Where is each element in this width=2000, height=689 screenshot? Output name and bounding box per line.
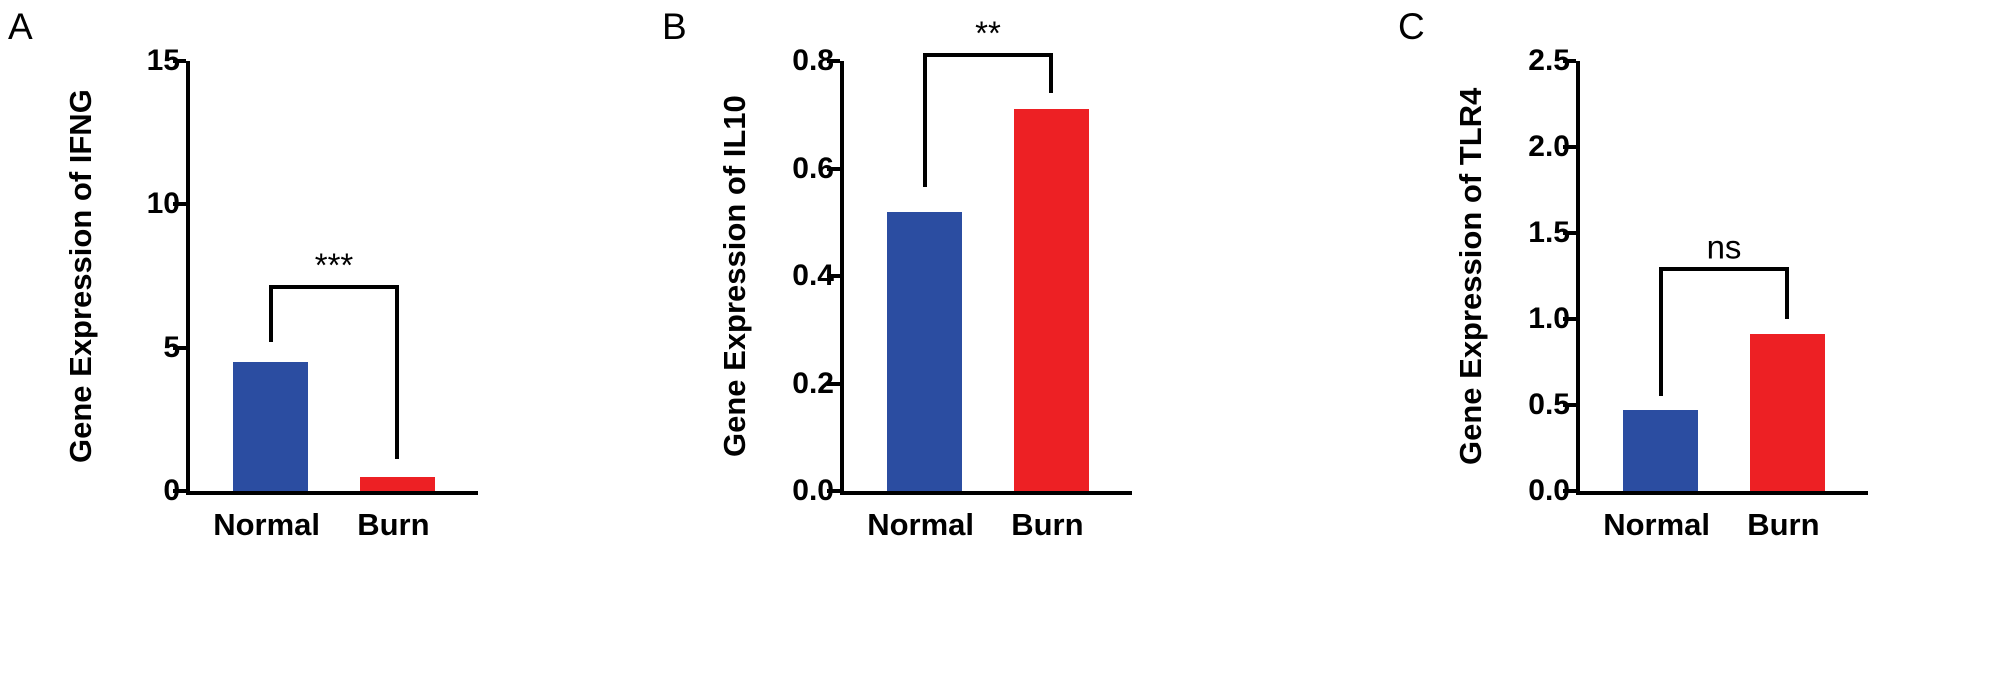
- bar-burn: [1749, 334, 1825, 491]
- x-category-label-burn: Burn: [1747, 507, 1820, 542]
- y-tick-mark: [1563, 59, 1576, 63]
- panel-c-x-axis-labels: Normal Burn: [1576, 499, 1864, 555]
- y-tick-label: 5: [163, 330, 180, 364]
- y-tick-mark: [827, 274, 840, 278]
- panel-a-y-axis-title: Gene Expression of IFNG: [63, 89, 98, 463]
- panel-b-y-axis-title: Gene Expression of IL10: [717, 95, 752, 457]
- panel-c-y-axis-title: Gene Expression of TLR4: [1453, 87, 1488, 465]
- panel-a-y-axis-ticks: 0 5 10 15: [108, 46, 180, 506]
- significance-bracket-right-leg: [1049, 52, 1054, 94]
- y-tick-mark: [1563, 317, 1576, 321]
- x-category-label-normal: Normal: [1603, 507, 1711, 542]
- significance-bracket-bar: [922, 52, 1054, 57]
- panel-c: C Gene Expression of TLR4 0.0 0.5 1.0 1.5 2.…: [1398, 6, 1998, 686]
- y-tick-mark: [173, 345, 186, 350]
- significance-bracket-right-leg: [1785, 267, 1790, 319]
- panel-b-plot-area: **: [827, 16, 1132, 495]
- bar-burn: [359, 476, 435, 491]
- y-tick-label: 0: [163, 474, 180, 507]
- y-tick-mark: [827, 381, 840, 386]
- panel-a-x-axis-labels: Normal Burn: [186, 499, 474, 555]
- significance-bracket-left-leg: [1658, 267, 1663, 397]
- panel-b-letter: B: [662, 6, 687, 47]
- significance-bracket-left-leg: [268, 284, 273, 342]
- significance-label: **: [975, 14, 1001, 52]
- bar-normal: [1623, 410, 1699, 491]
- bar-normal: [233, 362, 309, 491]
- x-category-label-burn: Burn: [1011, 507, 1084, 542]
- y-tick-mark: [173, 202, 186, 207]
- significance-label: ***: [314, 246, 354, 284]
- panel-c-y-axis-ticks: 0.0 0.5 1.0 1.5 2.0 2.5: [1498, 46, 1570, 506]
- significance-bracket-right-leg: [395, 284, 400, 460]
- panel-a-letter: A: [8, 6, 33, 47]
- bar-burn: [1013, 109, 1089, 491]
- y-tick-mark: [173, 59, 186, 63]
- y-tick-mark: [827, 489, 840, 493]
- significance-bracket-bar: [1658, 267, 1790, 272]
- y-tick-mark: [173, 489, 186, 493]
- panel-a-plot-area: ***: [173, 59, 478, 495]
- x-category-label-burn: Burn: [357, 507, 430, 542]
- panel-b: B Gene Expression of IL10 0.0 0.2 0.4 0.6 0.…: [662, 6, 1262, 686]
- y-tick-mark: [1563, 145, 1576, 149]
- panel-c-plot-area: ns: [1563, 59, 1868, 495]
- panel-b-x-axis-labels: Normal Burn: [840, 499, 1128, 555]
- x-category-label-normal: Normal: [213, 507, 321, 542]
- x-category-label-normal: Normal: [867, 507, 975, 542]
- significance-bracket-left-leg: [922, 52, 927, 188]
- significance-label: ns: [1706, 229, 1742, 267]
- panel-a: A Gene Expression of IFNG 0 5 10 15 *** Nor…: [8, 6, 608, 686]
- significance-bracket-bar: [268, 284, 400, 289]
- panel-c-letter: C: [1398, 6, 1425, 47]
- y-tick-mark: [827, 59, 840, 63]
- bar-normal: [887, 211, 963, 491]
- y-tick-mark: [1563, 403, 1576, 407]
- y-tick-mark: [827, 166, 840, 171]
- y-tick-mark: [1563, 231, 1576, 235]
- panel-b-y-axis-ticks: 0.0 0.2 0.4 0.6 0.8: [762, 46, 834, 506]
- y-tick-mark: [1563, 489, 1576, 493]
